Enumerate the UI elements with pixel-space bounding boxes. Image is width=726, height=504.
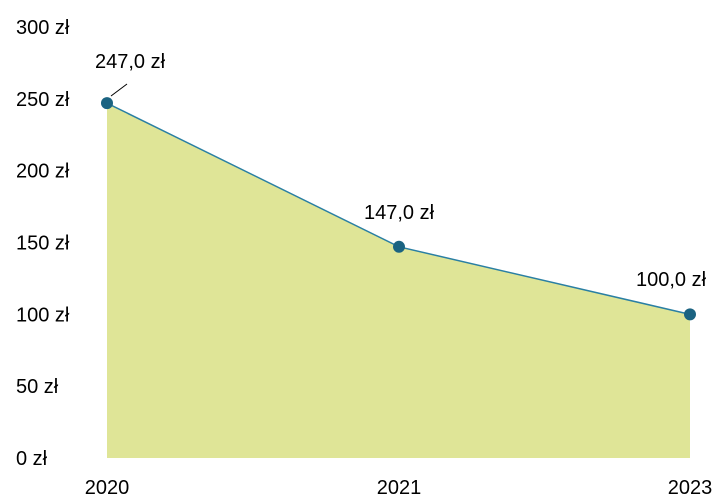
data-point-marker [684, 308, 696, 321]
y-tick-label: 100 zł [16, 304, 70, 326]
y-tick-label: 0 zł [16, 448, 48, 470]
marker-layer [101, 97, 696, 321]
data-point-marker [101, 97, 113, 110]
data-label: 100,0 zł [636, 269, 707, 291]
y-axis-tick-labels: 0 zł 50 zł 100 zł 150 zł 200 zł 250 zł 300 zł [16, 17, 70, 470]
data-label: 247,0 zł [95, 51, 166, 73]
area-layer [107, 103, 690, 458]
area-series [107, 103, 690, 458]
x-tick-label: 2021 [377, 477, 422, 499]
y-tick-label: 200 zł [16, 161, 70, 183]
y-tick-label: 50 zł [16, 376, 59, 398]
data-point-marker [393, 240, 405, 253]
y-tick-label: 150 zł [16, 233, 70, 255]
x-tick-label: 2020 [85, 477, 130, 499]
data-label-leader-line [110, 83, 128, 97]
x-tick-label: 2023 [668, 477, 713, 499]
y-tick-label: 300 zł [16, 17, 70, 39]
x-axis-tick-labels: 2020 2021 2023 [85, 477, 713, 499]
data-label-layer: 247,0 zł 147,0 zł 100,0 zł [95, 51, 707, 291]
y-tick-label: 250 zł [16, 89, 70, 111]
data-label: 147,0 zł [364, 202, 435, 224]
